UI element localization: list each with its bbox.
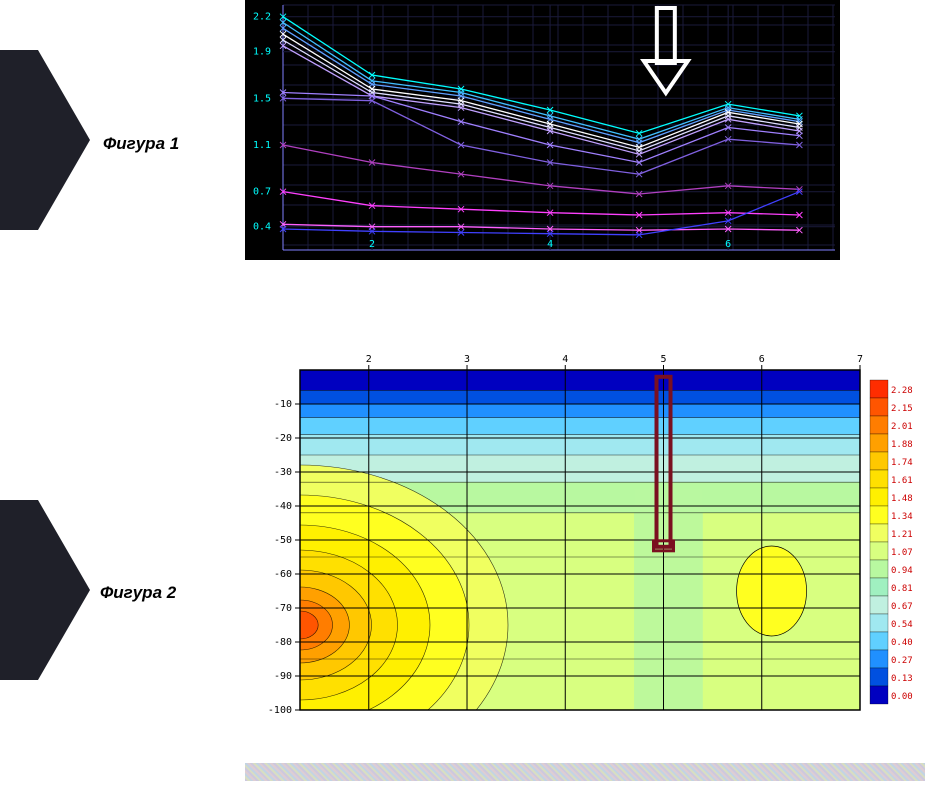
- legend-value: 0.94: [891, 566, 913, 576]
- legend-value: 0.54: [891, 620, 913, 630]
- legend-value: 0.81: [891, 584, 913, 594]
- legend-value: 0.27: [891, 656, 913, 666]
- legend-swatch: [870, 524, 888, 542]
- legend-swatch: [870, 632, 888, 650]
- legend-swatch: [870, 398, 888, 416]
- figure1-chart: 2 4 6 0.4 0.7 1.1 1.5 1.9 2.2: [245, 0, 840, 260]
- svg-text:6: 6: [759, 354, 765, 365]
- svg-text:7: 7: [857, 354, 863, 365]
- svg-text:-90: -90: [274, 671, 292, 682]
- svg-text:5: 5: [660, 354, 666, 365]
- legend-value: 1.74: [891, 458, 913, 468]
- legend-value: 1.48: [891, 494, 913, 504]
- figure1-label: Фигура 1: [103, 134, 179, 154]
- legend-value: 1.21: [891, 530, 913, 540]
- svg-text:2: 2: [366, 354, 372, 365]
- figure1-tab: [0, 50, 90, 230]
- legend-swatch: [870, 650, 888, 668]
- legend-value: 1.34: [891, 512, 913, 522]
- legend-swatch: [870, 686, 888, 704]
- legend-swatch: [870, 560, 888, 578]
- legend-swatch: [870, 380, 888, 398]
- legend-value: 2.15: [891, 404, 913, 414]
- legend-swatch: [870, 452, 888, 470]
- svg-text:2: 2: [369, 239, 375, 250]
- legend-value: 0.13: [891, 674, 913, 684]
- legend-value: 2.28: [891, 386, 913, 396]
- svg-text:4: 4: [562, 354, 568, 365]
- svg-text:-60: -60: [274, 569, 292, 580]
- legend-swatch: [870, 506, 888, 524]
- legend-swatch: [870, 542, 888, 560]
- svg-text:2.2: 2.2: [253, 12, 271, 23]
- svg-text:-10: -10: [274, 399, 292, 410]
- legend-swatch: [870, 434, 888, 452]
- svg-text:-70: -70: [274, 603, 292, 614]
- figure2-chart: 2 3 4 5 6 7 -10 -20 -30 -40 -50 -60 -70 -80 -90 -100 2.2…: [245, 350, 940, 720]
- svg-text:1.5: 1.5: [253, 93, 271, 104]
- svg-text:3: 3: [464, 354, 470, 365]
- legend-value: 1.61: [891, 476, 913, 486]
- svg-text:-100: -100: [268, 705, 292, 716]
- figure2-label: Фигура 2: [100, 583, 176, 603]
- svg-text:0.4: 0.4: [253, 222, 271, 233]
- legend-swatch: [870, 578, 888, 596]
- figure2-tab: [0, 500, 90, 680]
- svg-text:1.9: 1.9: [253, 47, 271, 58]
- legend-swatch: [870, 668, 888, 686]
- legend-swatch: [870, 488, 888, 506]
- legend-swatch: [870, 596, 888, 614]
- svg-text:-40: -40: [274, 501, 292, 512]
- legend-swatch: [870, 416, 888, 434]
- svg-text:1.1: 1.1: [253, 140, 271, 151]
- noise-strip: [245, 763, 925, 781]
- svg-text:-20: -20: [274, 433, 292, 444]
- svg-text:4: 4: [547, 239, 553, 250]
- svg-text:6: 6: [725, 239, 731, 250]
- legend-value: 1.07: [891, 548, 913, 558]
- legend-value: 2.01: [891, 422, 913, 432]
- legend-swatch: [870, 470, 888, 488]
- legend-swatch: [870, 614, 888, 632]
- svg-text:0.7: 0.7: [253, 187, 271, 198]
- legend-value: 1.88: [891, 440, 913, 450]
- svg-text:-80: -80: [274, 637, 292, 648]
- svg-text:-50: -50: [274, 535, 292, 546]
- legend-value: 0.67: [891, 602, 913, 612]
- svg-text:-30: -30: [274, 467, 292, 478]
- legend-value: 0.00: [891, 692, 913, 702]
- legend-value: 0.40: [891, 638, 913, 648]
